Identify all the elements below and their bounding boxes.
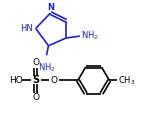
Text: CH$_3$: CH$_3$ xyxy=(118,74,136,87)
Text: HN: HN xyxy=(20,24,33,33)
Text: O: O xyxy=(32,93,39,102)
Text: HO: HO xyxy=(9,76,23,85)
Text: NH$_2$: NH$_2$ xyxy=(81,30,98,42)
Text: N: N xyxy=(47,3,54,12)
Text: NH$_2$: NH$_2$ xyxy=(38,61,55,74)
Text: O: O xyxy=(32,58,39,68)
Text: O: O xyxy=(51,76,58,85)
Text: S: S xyxy=(32,75,39,85)
